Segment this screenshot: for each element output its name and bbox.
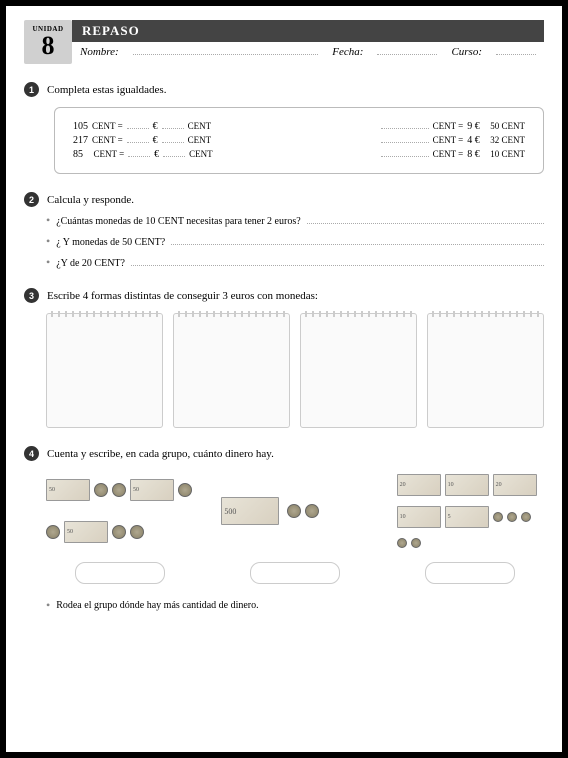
- cent: CENT: [188, 135, 212, 145]
- final-instruction: Rodea el grupo dónde hay más cantidad de…: [56, 600, 258, 611]
- answer-line[interactable]: [131, 258, 544, 266]
- notepad[interactable]: [300, 313, 417, 428]
- unit-number: 8: [24, 33, 72, 59]
- blank[interactable]: [127, 135, 149, 143]
- coin-icon: [178, 483, 192, 497]
- bullet-icon: •: [46, 213, 50, 228]
- cent: CENT =: [94, 149, 125, 159]
- blank[interactable]: [127, 121, 149, 129]
- blank[interactable]: [163, 149, 185, 157]
- coin-icon: [507, 512, 517, 522]
- question: ¿Y de 20 CENT?: [56, 258, 125, 269]
- blank[interactable]: [162, 135, 184, 143]
- answer-box[interactable]: [250, 562, 340, 584]
- coin-icon: [112, 483, 126, 497]
- answer-box[interactable]: [425, 562, 515, 584]
- eur: 8 €: [467, 149, 480, 160]
- worksheet-header: UNIDAD 8 REPASO Nombre: Fecha: Curso:: [24, 20, 544, 64]
- section-number: 2: [24, 192, 39, 207]
- section-1: 1 Completa estas igualdades. 105 CENT = …: [24, 82, 544, 174]
- coin-icon: [94, 483, 108, 497]
- money-group: 500: [221, 471, 368, 584]
- coin-icon: [493, 512, 503, 522]
- coin-icon: [305, 504, 319, 518]
- bullet-icon: •: [46, 255, 50, 270]
- coin-icon: [112, 525, 126, 539]
- banknote-icon: 50: [130, 479, 174, 501]
- answer-line[interactable]: [171, 237, 544, 245]
- blank[interactable]: [381, 121, 429, 129]
- coin-icon: [397, 538, 407, 548]
- section-3: 3 Escribe 4 formas distintas de consegui…: [24, 288, 544, 428]
- fecha-input[interactable]: [377, 45, 437, 55]
- banknote-icon: 20: [397, 474, 441, 496]
- banknote-icon: 10: [397, 506, 441, 528]
- section-title: Escribe 4 formas distintas de conseguir …: [47, 290, 318, 302]
- coin-icon: [287, 504, 301, 518]
- page-title: REPASO: [72, 20, 544, 42]
- curso-input[interactable]: [496, 45, 536, 55]
- money-group: 20 10 20 10 5: [397, 471, 544, 584]
- nombre-label: Nombre:: [80, 46, 119, 58]
- coin-icon: [411, 538, 421, 548]
- val: 217: [73, 135, 88, 146]
- unit-badge: UNIDAD 8: [24, 20, 72, 64]
- cent: CENT =: [433, 135, 464, 145]
- cent: CENT: [188, 121, 212, 131]
- fecha-label: Fecha:: [332, 46, 363, 58]
- notepad[interactable]: [173, 313, 290, 428]
- cent: CENT =: [433, 121, 464, 131]
- section-2: 2 Calcula y responde. • ¿Cuántas monedas …: [24, 192, 544, 270]
- blank[interactable]: [381, 135, 429, 143]
- banknote-icon: 10: [445, 474, 489, 496]
- section-4: 4 Cuenta y escribe, en cada grupo, cuánt…: [24, 446, 544, 613]
- equalities-box: 105 CENT = € CENT 217 CENT = € CENT 85 C…: [54, 107, 544, 174]
- cent: CENT =: [92, 121, 123, 131]
- cent: CENT =: [433, 149, 464, 159]
- eur: 4 €: [467, 135, 480, 146]
- curso-label: Curso:: [451, 46, 482, 58]
- cent: CENT: [189, 149, 213, 159]
- section-title: Completa estas igualdades.: [47, 84, 166, 96]
- coin-icon: [130, 525, 144, 539]
- coin-icon: [521, 512, 531, 522]
- bullet-icon: •: [46, 234, 50, 249]
- section-number: 3: [24, 288, 39, 303]
- eur: €: [153, 121, 158, 132]
- blank[interactable]: [128, 149, 150, 157]
- section-title: Calcula y responde.: [47, 194, 134, 206]
- val: 85: [73, 149, 83, 160]
- section-number: 4: [24, 446, 39, 461]
- banknote-icon: 50: [64, 521, 108, 543]
- eur: €: [154, 149, 159, 160]
- question: ¿ Y monedas de 50 CENT?: [56, 237, 165, 248]
- blank[interactable]: [381, 149, 429, 157]
- answer-line[interactable]: [307, 216, 544, 224]
- banknote-icon: 50: [46, 479, 90, 501]
- cent: 32 CENT: [490, 135, 525, 145]
- money-group: 50 50 50: [46, 471, 193, 584]
- banknote-icon: 500: [221, 497, 279, 525]
- nombre-input[interactable]: [133, 45, 319, 55]
- cent: 50 CENT: [490, 121, 525, 131]
- val: 105: [73, 121, 88, 132]
- answer-box[interactable]: [75, 562, 165, 584]
- banknote-icon: 5: [445, 506, 489, 528]
- notepad[interactable]: [46, 313, 163, 428]
- bullet-icon: •: [46, 598, 50, 613]
- cent: 10 CENT: [490, 149, 525, 159]
- section-title: Cuenta y escribe, en cada grupo, cuánto …: [47, 448, 274, 460]
- eur: €: [153, 135, 158, 146]
- coin-icon: [46, 525, 60, 539]
- section-number: 1: [24, 82, 39, 97]
- eur: 9 €: [467, 121, 480, 132]
- notepad[interactable]: [427, 313, 544, 428]
- question: ¿Cuántas monedas de 10 CENT necesitas pa…: [56, 216, 300, 227]
- cent: CENT =: [92, 135, 123, 145]
- banknote-icon: 20: [493, 474, 537, 496]
- blank[interactable]: [162, 121, 184, 129]
